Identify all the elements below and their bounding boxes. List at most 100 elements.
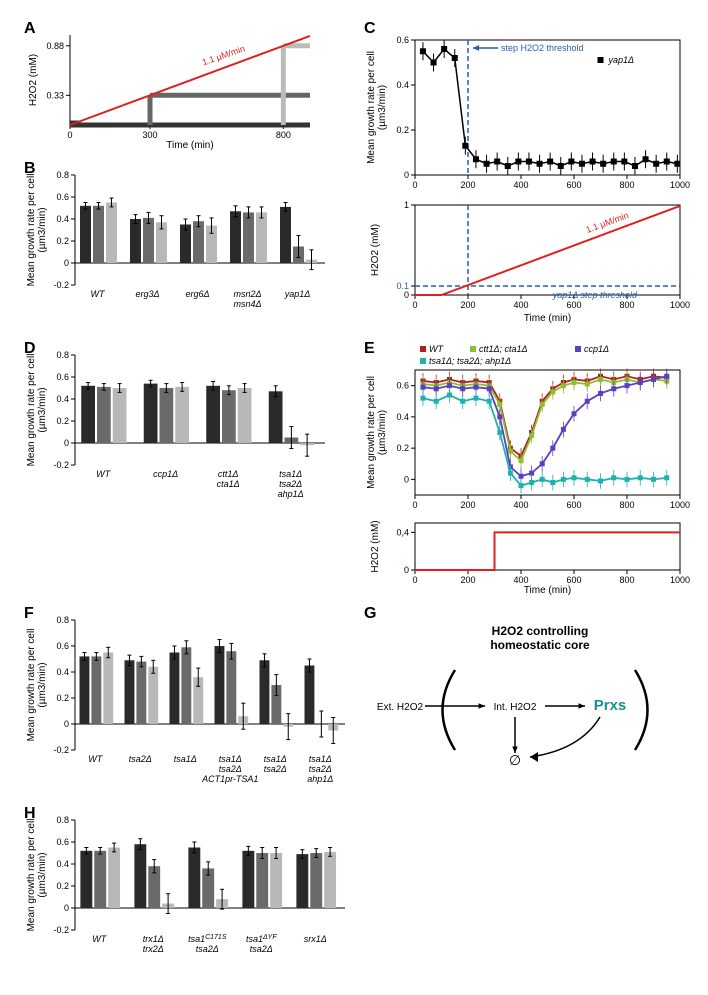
svg-text:(µm3/min): (µm3/min): [37, 207, 48, 252]
panel-a: A 0.330.8803008001.1 µM/minH2O2 (mM)Time…: [20, 20, 340, 150]
panel-f-label: F: [24, 605, 34, 623]
svg-text:Mean growth rate per cell: Mean growth rate per cell: [366, 51, 377, 164]
svg-text:0.4: 0.4: [56, 394, 69, 404]
svg-text:H2O2 controlling: H2O2 controlling: [492, 624, 589, 638]
svg-text:ccp1Δ: ccp1Δ: [153, 469, 178, 479]
panel-b-label: B: [24, 160, 36, 178]
svg-text:msn2Δ: msn2Δ: [233, 289, 261, 299]
svg-text:1000: 1000: [670, 180, 690, 190]
svg-text:H2O2 (mM): H2O2 (mM): [370, 520, 381, 572]
svg-text:0.2: 0.2: [56, 693, 69, 703]
svg-text:tsa1C171S: tsa1C171S: [188, 934, 227, 945]
svg-text:800: 800: [619, 180, 634, 190]
panel-d-label: D: [24, 340, 36, 358]
svg-text:400: 400: [513, 300, 528, 310]
svg-text:tsa1Δ: tsa1Δ: [219, 754, 242, 764]
svg-text:tsa2Δ: tsa2Δ: [219, 764, 242, 774]
svg-text:0.2: 0.2: [396, 125, 409, 135]
panel-c-bottom-chart: 00.1102004006008001000yap1Δ step thresho…: [360, 195, 690, 325]
svg-text:yap1Δ: yap1Δ: [284, 289, 311, 299]
panel-e-bottom-chart: 00,402004006008001000H2O2 (mM)Time (min): [360, 515, 690, 595]
svg-text:-0.2: -0.2: [53, 925, 69, 935]
svg-text:tsa2Δ: tsa2Δ: [279, 479, 302, 489]
svg-text:msn4Δ: msn4Δ: [233, 299, 261, 309]
svg-text:Int. H2O2: Int. H2O2: [494, 702, 537, 713]
panel-e: E 00.20.40.602004006008001000WTctt1Δ; ct…: [360, 340, 700, 595]
svg-text:0.6: 0.6: [56, 372, 69, 382]
svg-text:yap1Δ: yap1Δ: [608, 55, 635, 65]
svg-text:Ext. H2O2: Ext. H2O2: [377, 702, 424, 713]
panel-f-chart: -0.200.20.40.60.8Mean growth rate per ce…: [20, 605, 350, 795]
panel-d-chart: -0.200.20.40.60.8Mean growth rate per ce…: [20, 340, 330, 510]
svg-text:H2O2 (mM): H2O2 (mM): [28, 54, 39, 106]
svg-text:0.4: 0.4: [396, 412, 409, 422]
svg-text:yap1Δ step threshold: yap1Δ step threshold: [552, 290, 638, 300]
panel-e-label: E: [364, 340, 375, 358]
svg-text:0: 0: [404, 170, 409, 180]
svg-text:0.4: 0.4: [396, 80, 409, 90]
svg-text:0.8: 0.8: [56, 170, 69, 180]
svg-text:tsa1Δ: tsa1Δ: [279, 469, 302, 479]
svg-text:(µm3/min): (µm3/min): [37, 387, 48, 432]
svg-text:800: 800: [619, 300, 634, 310]
svg-text:200: 200: [460, 500, 475, 510]
panel-h: H -0.200.20.40.60.8Mean growth rate per …: [20, 805, 340, 975]
svg-text:0.88: 0.88: [46, 41, 64, 51]
svg-text:800: 800: [619, 575, 634, 585]
panel-a-label: A: [24, 20, 36, 38]
svg-text:1000: 1000: [670, 575, 690, 585]
svg-text:300: 300: [142, 130, 157, 140]
svg-text:0.8: 0.8: [56, 615, 69, 625]
svg-text:0.2: 0.2: [56, 881, 69, 891]
svg-text:ahp1Δ: ahp1Δ: [307, 774, 333, 784]
svg-text:0.8: 0.8: [56, 815, 69, 825]
panel-b: B -0.200.20.40.60.8Mean growth rate per …: [20, 160, 340, 330]
svg-text:0.2: 0.2: [56, 416, 69, 426]
svg-text:trx1Δ: trx1Δ: [143, 934, 164, 944]
panel-g-diagram: H2O2 controllinghomeostatic coreExt. H2O…: [360, 605, 690, 785]
svg-text:0.4: 0.4: [56, 859, 69, 869]
svg-text:1000: 1000: [670, 300, 690, 310]
svg-text:600: 600: [566, 180, 581, 190]
svg-text:Time (min): Time (min): [166, 140, 213, 150]
svg-text:Time (min): Time (min): [524, 313, 571, 324]
panel-c-label: C: [364, 20, 376, 38]
panel-e-top-chart: 00.20.40.602004006008001000WTctt1Δ; cta1…: [360, 340, 690, 515]
svg-text:0.4: 0.4: [56, 214, 69, 224]
svg-text:(µm3/min): (µm3/min): [377, 85, 388, 130]
svg-text:400: 400: [513, 180, 528, 190]
svg-text:0.33: 0.33: [46, 90, 64, 100]
svg-text:Mean growth rate per cell: Mean growth rate per cell: [26, 819, 37, 932]
svg-text:0: 0: [404, 474, 409, 484]
svg-text:0: 0: [64, 903, 69, 913]
svg-text:WT: WT: [96, 469, 111, 479]
svg-text:-0.2: -0.2: [53, 460, 69, 470]
svg-text:0.4: 0.4: [56, 667, 69, 677]
svg-text:step H2O2 threshold: step H2O2 threshold: [501, 43, 584, 53]
svg-text:H2O2 (mM): H2O2 (mM): [370, 224, 381, 276]
panel-h-label: H: [24, 805, 36, 823]
svg-text:WT: WT: [91, 289, 106, 299]
svg-text:400: 400: [513, 500, 528, 510]
svg-text:600: 600: [566, 575, 581, 585]
svg-text:ahp1Δ: ahp1Δ: [278, 489, 304, 499]
svg-text:0: 0: [412, 500, 417, 510]
svg-text:1000: 1000: [670, 500, 690, 510]
svg-text:0: 0: [67, 130, 72, 140]
svg-text:0.6: 0.6: [396, 381, 409, 391]
svg-text:Time (min): Time (min): [524, 585, 571, 595]
svg-text:0.6: 0.6: [396, 35, 409, 45]
svg-text:0.1: 0.1: [396, 281, 409, 291]
svg-text:1.1 µM/min: 1.1 µM/min: [585, 210, 630, 235]
svg-text:0: 0: [412, 300, 417, 310]
svg-text:0: 0: [64, 438, 69, 448]
svg-text:400: 400: [513, 575, 528, 585]
svg-text:WT: WT: [88, 754, 103, 764]
svg-text:tsa1ΔYF: tsa1ΔYF: [246, 934, 277, 945]
svg-text:1: 1: [404, 200, 409, 210]
svg-text:∅: ∅: [509, 752, 521, 768]
svg-text:srx1Δ: srx1Δ: [304, 934, 327, 944]
figure-grid: A 0.33 0.88 0 300 800 1.1 µM/min H2O2 (mM) Time…: [20, 20, 688, 975]
svg-text:0,4: 0,4: [396, 527, 409, 537]
svg-text:200: 200: [460, 575, 475, 585]
